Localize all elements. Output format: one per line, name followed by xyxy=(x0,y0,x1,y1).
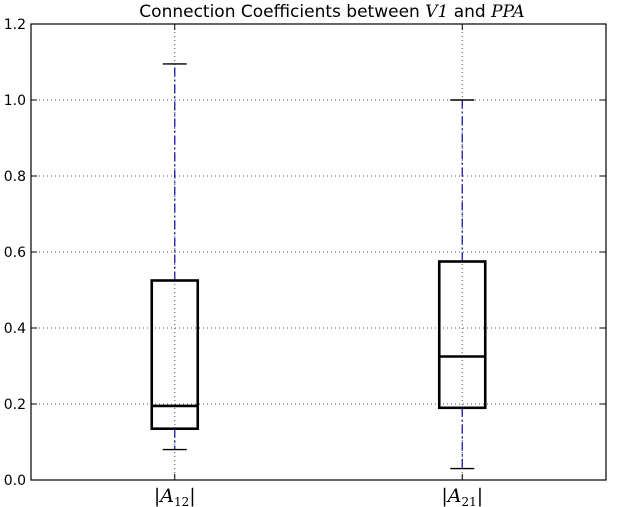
x-category-label-21: |A21| xyxy=(441,485,483,507)
y-tick-label: 0.8 xyxy=(4,169,26,185)
y-tick-label: 0.0 xyxy=(4,473,26,489)
y-tick-label: 0.4 xyxy=(4,321,26,337)
box-group-12 xyxy=(150,63,200,451)
label-layer: 0.0 0.2 0.4 0.6 0.8 1.0 1.2 |A12| |A21| xyxy=(4,17,483,507)
grid-layer xyxy=(31,24,606,480)
iqr-box xyxy=(150,279,200,430)
chart-title-region1: V1 xyxy=(425,2,448,22)
y-tick-label: 0.6 xyxy=(4,245,26,261)
chart-title-region2: PPA xyxy=(490,2,525,22)
chart-title-prefix: Connection Coefficients between xyxy=(139,2,425,22)
tick-layer xyxy=(31,23,606,481)
box-layer xyxy=(150,63,487,470)
iqr-box xyxy=(437,260,487,410)
y-tick-label: 1.2 xyxy=(4,17,26,33)
y-tick-label: 1.0 xyxy=(4,93,26,109)
chart-title: Connection Coefficients between V1 and P… xyxy=(139,2,524,22)
x-category-label-12: |A12| xyxy=(154,485,196,507)
y-tick-label: 0.2 xyxy=(4,397,26,413)
box-group-21 xyxy=(437,99,487,470)
chart-title-middle: and xyxy=(448,2,491,22)
